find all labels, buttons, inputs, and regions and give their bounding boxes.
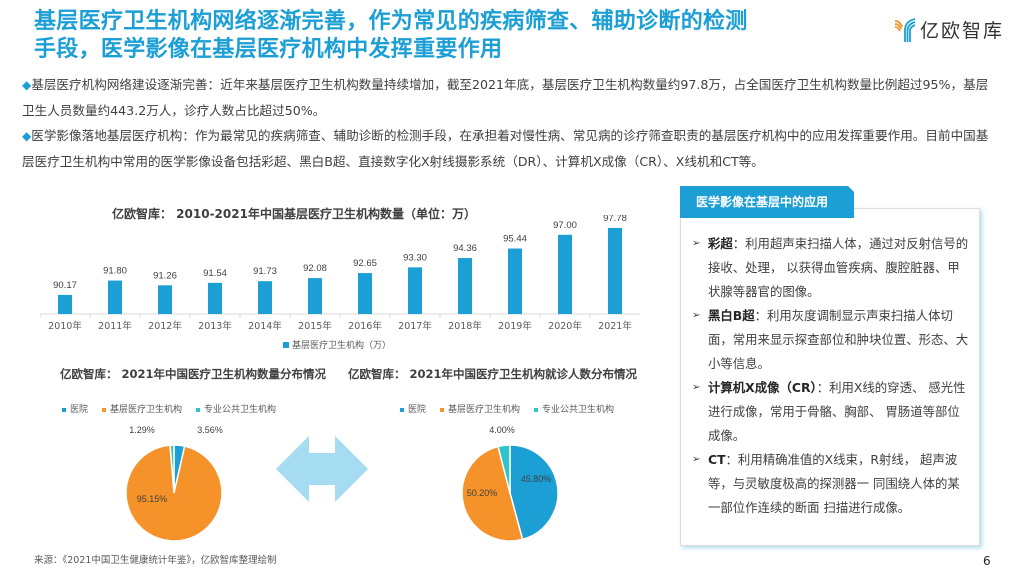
yiou-logo-icon xyxy=(894,17,916,42)
bar-label: 95.44 xyxy=(503,234,527,245)
x-tick-label: 2014年 xyxy=(248,320,282,332)
legend-item: 医院 xyxy=(62,402,88,415)
pie-label: 1.29% xyxy=(129,425,155,435)
bar-label: 91.80 xyxy=(103,266,127,277)
bar xyxy=(208,282,222,314)
x-tick-label: 2020年 xyxy=(548,320,582,332)
bar-chart: 90.17 2010年 91.80 2011年 91.26 2012年 91.54 2013年… xyxy=(40,215,640,351)
slide-title: 基层医疗卫生机构网络逐渐完善，作为常见的疾病筛查、辅助诊断的检测 手段，医学影像… xyxy=(34,8,854,64)
info-panel-header: 医学影像在基层中的应用 xyxy=(680,186,854,218)
pie-slice xyxy=(509,444,559,541)
info-item-ct: ➢ CT：利用精确准值的X线束，R射线， 超声波等，与灵敏度极高的探测器一 同围绕… xyxy=(692,448,972,520)
paragraph-2: ◆医学影像落地基层医疗机构：作为最常见的疾病筛查、辅助诊断的检测手段，在承担着对… xyxy=(22,128,989,169)
logo: 亿欧智库 xyxy=(893,16,1004,43)
pie-slice xyxy=(461,445,524,542)
diamond-bullet-icon: ◆ xyxy=(22,129,32,143)
logo-text: 亿欧智库 xyxy=(920,20,1005,42)
x-tick-label: 2012年 xyxy=(148,320,182,332)
pie-chart-1: 3.56% 95.15% 1.29% xyxy=(125,425,223,542)
pie-chart-1-legend: 医院 基层医疗卫生机构 专业公共卫生机构 xyxy=(62,402,276,415)
x-tick-label: 2016年 xyxy=(348,320,382,332)
bar-label: 93.30 xyxy=(403,252,427,263)
legend-item: 医院 xyxy=(400,402,426,415)
bar xyxy=(108,280,122,314)
pie-chart-1-title: 亿欧智库： 2021年中国医疗卫生机构数量分布情况 xyxy=(60,367,327,381)
paragraph-1: ◆基层医疗机构网络建设逐渐完善：近年来基层医疗卫生机构数量持续增加，截至2021… xyxy=(22,77,989,118)
bar xyxy=(608,227,622,314)
bar-chart-title: 亿欧智库： 2010-2021年中国基层医疗卫生机构数量（单位：万） xyxy=(112,207,476,221)
pie-label: 3.56% xyxy=(197,425,223,435)
info-panel-list: ➢ 彩超：利用超声束扫描人体，通过对反射信号的接收、处理， 以获得血管疾病、腹腔脏… xyxy=(692,232,972,520)
pie-label: 45.80% xyxy=(521,474,552,484)
info-item-cr: ➢ 计算机X成像（CR）：利用X线的穿透、 感光性进行成像，常用于骨骼、胸部、 胃… xyxy=(692,376,972,448)
legend-swatch xyxy=(62,407,66,412)
slide-title-line2: 手段，医学影像在基层医疗机构中发挥重要作用 xyxy=(34,37,503,62)
pie-slice xyxy=(169,444,175,494)
bar xyxy=(408,267,422,314)
pie-chart-2-title: 亿欧智库： 2021年中国医疗卫生机构就诊人数分布情况 xyxy=(348,367,638,381)
bar-label: 97.00 xyxy=(553,220,577,231)
arrow-bullet-icon: ➢ xyxy=(692,454,701,465)
legend-swatch xyxy=(102,407,107,412)
bar-label: 91.26 xyxy=(153,270,177,281)
info-item-bw-ultrasound: ➢ 黑白B超：利用灰度调制显示声束扫描人体切面，常用来显示探查部位和肿块位置、形态… xyxy=(692,304,972,376)
x-tick-label: 2013年 xyxy=(198,320,232,332)
bar-label: 91.54 xyxy=(203,268,227,279)
pie-slice xyxy=(125,444,223,542)
pie-chart-2: 45.80% 50.20% 4.00% xyxy=(461,425,559,542)
legend-swatch xyxy=(196,407,201,412)
bar-label: 91.73 xyxy=(253,266,277,277)
svg-text:基层医疗卫生机构（万）: 基层医疗卫生机构（万） xyxy=(292,339,391,351)
legend-swatch xyxy=(400,407,404,412)
arrow-bullet-icon: ➢ xyxy=(692,310,701,321)
bar xyxy=(258,281,272,314)
page-number: 6 xyxy=(983,554,991,568)
x-tick-label: 2019年 xyxy=(498,320,532,332)
x-tick-label: 2015年 xyxy=(298,320,332,332)
legend-swatch xyxy=(534,407,539,412)
bar-label: 94.36 xyxy=(453,243,477,254)
arrow-bullet-icon: ➢ xyxy=(692,382,701,393)
pie-chart-2-legend: 医院 基层医疗卫生机构 专业公共卫生机构 xyxy=(400,402,614,415)
bar xyxy=(508,248,522,314)
bar-label: 92.08 xyxy=(303,263,327,274)
bar-label: 92.65 xyxy=(353,258,377,269)
pie-label: 50.20% xyxy=(467,488,498,498)
bar-legend: 基层医疗卫生机构（万） xyxy=(283,339,391,351)
info-panel xyxy=(680,208,980,546)
bar-label: 90.17 xyxy=(53,280,77,291)
x-tick-label: 2017年 xyxy=(398,320,432,332)
bar xyxy=(458,258,472,314)
x-tick-label: 2010年 xyxy=(48,320,82,332)
bar xyxy=(308,278,322,314)
source-note: 来源：《2021中国卫生健康统计年鉴》，亿欧智库整理绘制 xyxy=(34,555,277,566)
slide-title-line1: 基层医疗卫生机构网络逐渐完善，作为常见的疾病筛查、辅助诊断的检测 xyxy=(34,9,748,34)
x-tick-label: 2021年 xyxy=(598,320,632,332)
double-arrow-icon xyxy=(276,436,368,502)
x-tick-label: 2018年 xyxy=(448,320,482,332)
x-tick-label: 2011年 xyxy=(98,320,132,332)
bar xyxy=(358,273,372,314)
pie-slice xyxy=(497,444,511,494)
diamond-bullet-icon: ◆ xyxy=(22,78,32,92)
legend-item: 专业公共卫生机构 xyxy=(196,402,276,415)
legend-item: 专业公共卫生机构 xyxy=(534,402,614,415)
body-text: ◆基层医疗机构网络建设逐渐完善：近年来基层医疗卫生机构数量持续增加，截至2021… xyxy=(22,72,997,174)
pie-label: 4.00% xyxy=(489,425,515,435)
bar xyxy=(558,234,572,314)
pie-label: 95.15% xyxy=(137,494,168,504)
legend-item: 基层医疗卫生机构 xyxy=(102,402,182,415)
bar xyxy=(58,294,72,314)
bar-label: 97.78 xyxy=(603,215,627,224)
bar xyxy=(158,285,172,314)
arrow-bullet-icon: ➢ xyxy=(692,238,701,249)
info-item-color-doppler: ➢ 彩超：利用超声束扫描人体，通过对反射信号的接收、处理， 以获得血管疾病、腹腔脏… xyxy=(692,232,972,304)
legend-item: 基层医疗卫生机构 xyxy=(440,402,520,415)
legend-swatch xyxy=(440,407,445,412)
